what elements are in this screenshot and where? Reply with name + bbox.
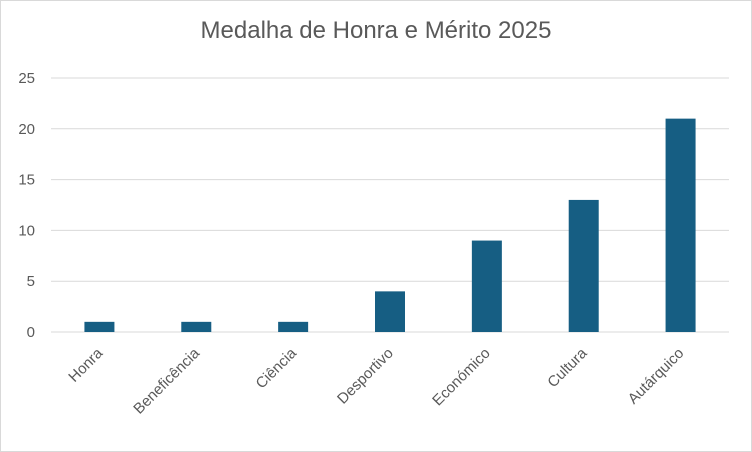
bar [568,199,599,332]
y-tick-label: 5 [27,273,35,290]
x-tick-label: Económico [429,345,493,409]
y-tick-label: 10 [18,222,35,239]
bar [665,118,696,332]
x-tick-label: Beneficência [130,344,203,417]
bar [84,321,115,332]
bar [471,240,502,332]
y-tick-label: 25 [18,70,35,87]
y-tick-label: 20 [18,121,35,138]
bar [375,291,405,332]
bar [181,321,212,332]
y-tick-label: 0 [27,324,35,341]
bar [278,321,309,332]
x-tick-label: Honra [65,344,106,385]
x-tick-label: Cultura [544,344,591,391]
x-tick-label: Autárquico [625,345,688,408]
x-tick-label: Ciência [253,344,301,392]
x-tick-label: Desportivo [334,345,397,408]
y-tick-label: 15 [18,172,35,189]
chart-title: Medalha de Honra e Mérito 2025 [200,17,552,44]
